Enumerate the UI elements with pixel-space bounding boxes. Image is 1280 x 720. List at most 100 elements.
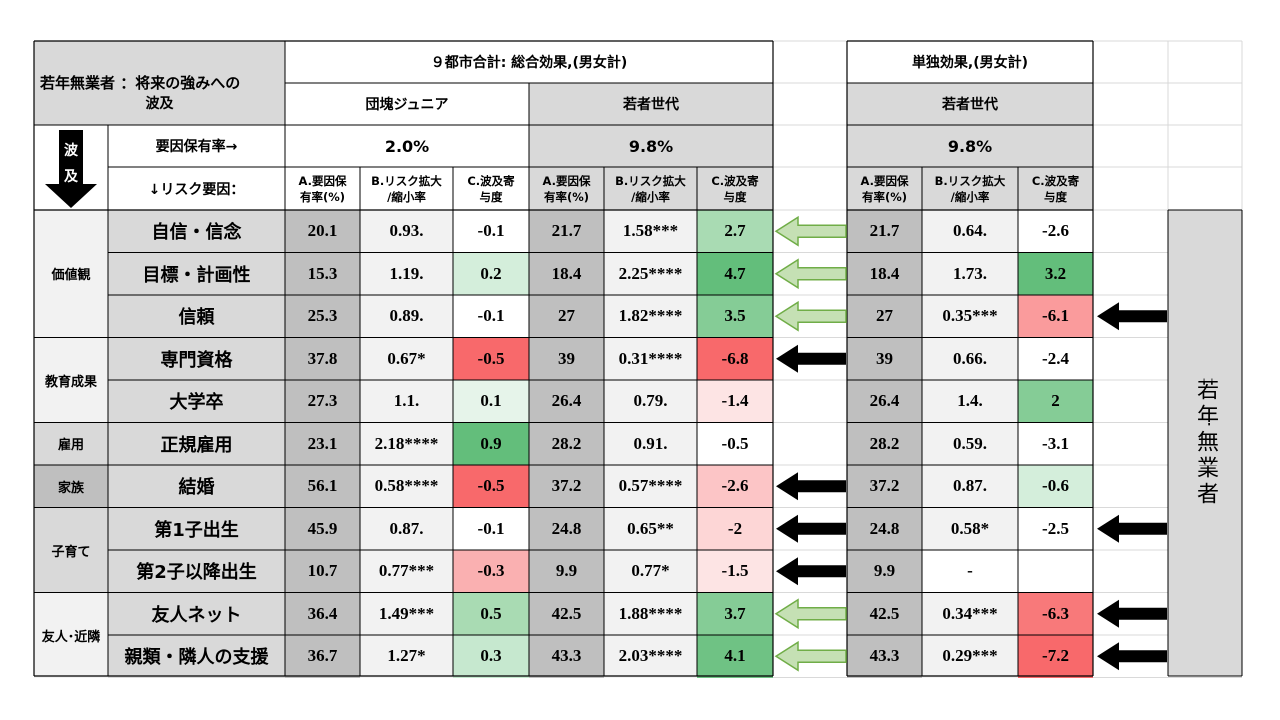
dankai-col-c-header: C.波及寄 与度: [453, 167, 529, 210]
side-label-text: 若年無業者: [1193, 378, 1218, 508]
category-label: 雇用: [34, 422, 108, 465]
wakamono-single-a: 27: [847, 295, 922, 338]
total-effect-header: ９都市合計: 総合効果,(男女計): [285, 41, 773, 83]
wakamono-total-b: 1.82****: [604, 295, 697, 338]
dankai-c: 0.3: [453, 635, 529, 678]
wakamono-single-c: [1018, 550, 1093, 593]
dankai-b: 0.77***: [360, 550, 453, 593]
col-b-line1: B.リスク拡大: [371, 173, 442, 188]
wakamono-total-b: 2.25****: [604, 252, 697, 295]
wakamono-single-a: 26.4: [847, 380, 922, 423]
wakamono-total-b: 2.03****: [604, 635, 697, 678]
group-dankai: 団塊ジュニア: [285, 83, 529, 125]
category-label: 価値観: [34, 210, 108, 338]
wakamono-total-a: 26.4: [529, 380, 604, 423]
wakamono-single-b: -: [922, 550, 1018, 593]
factor-label: 結婚: [108, 465, 285, 508]
wakamono-single-a: 18.4: [847, 252, 922, 295]
dankai-a: 36.7: [285, 635, 360, 678]
col-a-line2: 有率(%): [543, 189, 590, 204]
wakamono-total-b: 1.88****: [604, 592, 697, 635]
dankai-a: 45.9: [285, 507, 360, 550]
dankai-b: 1.1.: [360, 380, 453, 423]
wakamono-total-col-c-header: C.波及寄 与度: [697, 167, 773, 210]
dankai-b: 0.87.: [360, 507, 453, 550]
wakamono-single-b: 0.29***: [922, 635, 1018, 678]
wakamono-single-col-b-header: B.リスク拡大/縮小率: [922, 167, 1018, 210]
wakamono-total-a: 24.8: [529, 507, 604, 550]
dankai-c: -0.1: [453, 210, 529, 253]
factor-label: 親類・隣人の支援: [108, 635, 285, 678]
arrow-left-icon: [1097, 514, 1167, 543]
wakamono-total-c: 4.7: [697, 252, 773, 295]
wakamono-single-b: 0.64.: [922, 210, 1018, 253]
dankai-a: 56.1: [285, 465, 360, 508]
wave-arrow-icon: 波及: [41, 128, 101, 208]
wakamono-single-c: -2.4: [1018, 337, 1093, 380]
col-a-line2: 有率(%): [861, 189, 908, 204]
wakamono-total-b: 0.77*: [604, 550, 697, 593]
col-b-line2: /縮小率: [631, 189, 670, 204]
hoyu-wakamono-total: 9.8%: [529, 125, 773, 167]
col-a-line1: A.要因保: [860, 173, 909, 188]
dankai-b: 1.19.: [360, 252, 453, 295]
col-c-line1: C.波及寄: [1031, 173, 1080, 188]
wakamono-single-col-a-header: A.要因保 有率(%): [847, 167, 922, 210]
wakamono-single-c: 2: [1018, 380, 1093, 423]
side-label: 若年無業者: [1168, 210, 1242, 676]
col-c-line2: 与度: [1044, 189, 1067, 204]
arrow-left-icon: [776, 344, 846, 373]
arrow-left-icon: [1097, 302, 1167, 331]
wakamono-single-c: -2.6: [1018, 210, 1093, 253]
factor-label: 友人ネット: [108, 592, 285, 635]
wakamono-total-a: 27: [529, 295, 604, 338]
dankai-a: 36.4: [285, 592, 360, 635]
factor-label: 正規雇用: [108, 422, 285, 465]
col-a-line2: 有率(%): [299, 189, 346, 204]
wakamono-single-c: -2.5: [1018, 507, 1093, 550]
wakamono-single-b: 1.4.: [922, 380, 1018, 423]
dankai-c: -0.3: [453, 550, 529, 593]
wakamono-total-c: -1.4: [697, 380, 773, 423]
wakamono-single-b: 1.73.: [922, 252, 1018, 295]
wakamono-single-b: 0.35***: [922, 295, 1018, 338]
wakamono-total-a: 39: [529, 337, 604, 380]
wakamono-total-a: 18.4: [529, 252, 604, 295]
col-c-line2: 与度: [479, 189, 503, 204]
dankai-b: 1.27*: [360, 635, 453, 678]
col-c-line2: 与度: [723, 189, 747, 204]
wakamono-single-c: 3.2: [1018, 252, 1093, 295]
wakamono-total-col-a-header: A.要因保 有率(%): [529, 167, 604, 210]
col-b-line1: B.リスク拡大: [934, 173, 1006, 188]
dankai-c: 0.1: [453, 380, 529, 423]
arrow-left-icon: [774, 215, 847, 247]
col-b-line2: /縮小率: [950, 189, 990, 204]
dankai-c: 0.5: [453, 592, 529, 635]
risk-label: ↓リスク要因：: [108, 167, 285, 210]
wakamono-single-b: 0.59.: [922, 422, 1018, 465]
dankai-a: 27.3: [285, 380, 360, 423]
factor-label: 専門資格: [108, 337, 285, 380]
title-line1: 若年無業者 ：将来の強みへの: [40, 73, 241, 92]
dankai-col-b-header: B.リスク拡大/縮小率: [360, 167, 453, 210]
wakamono-single-c: -6.3: [1018, 592, 1093, 635]
arrow-left-icon: [776, 557, 846, 586]
wakamono-total-c: -1.5: [697, 550, 773, 593]
wakamono-single-a: 39: [847, 337, 922, 380]
wakamono-single-a: 42.5: [847, 592, 922, 635]
single-effect-header: 単独効果,(男女計): [847, 41, 1093, 83]
wakamono-single-a: 9.9: [847, 550, 922, 593]
arrow-left-icon: [776, 514, 846, 543]
wakamono-single-a: 24.8: [847, 507, 922, 550]
wave-bottom: 及: [64, 168, 78, 185]
col-b-line2: /縮小率: [387, 189, 426, 204]
category-label: 家族: [34, 465, 108, 508]
wakamono-total-a: 9.9: [529, 550, 604, 593]
dankai-c: -0.5: [453, 465, 529, 508]
arrow-left-icon: [774, 640, 847, 672]
dankai-a: 23.1: [285, 422, 360, 465]
col-c-line1: C.波及寄: [711, 173, 759, 188]
wakamono-single-b: 0.87.: [922, 465, 1018, 508]
arrow-left-icon: [774, 258, 847, 290]
factor-label: 大学卒: [108, 380, 285, 423]
